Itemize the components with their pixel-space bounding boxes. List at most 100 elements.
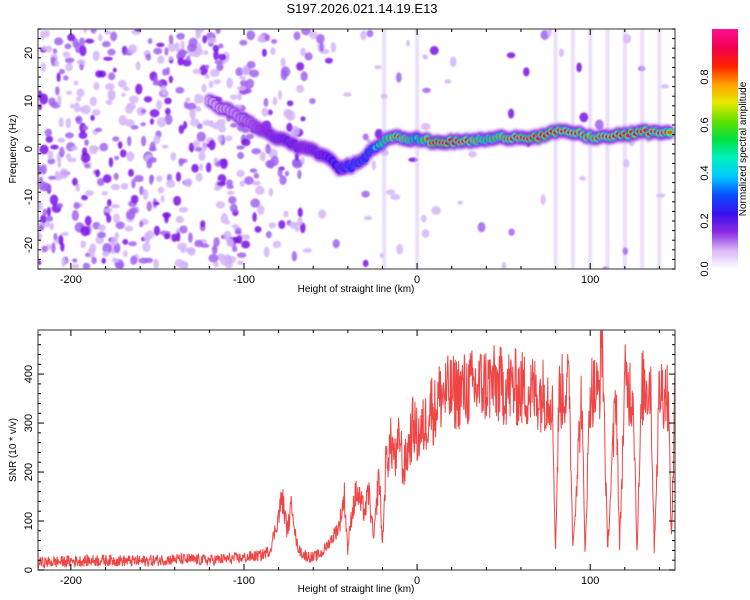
spectrogram-noise-blob (117, 141, 123, 149)
spectrogram-noise-blob (177, 57, 185, 66)
spectrogram-noise-blob (61, 231, 69, 236)
spectrogram-noise-blob (264, 34, 271, 42)
spectrogram-noise-blob (263, 246, 270, 258)
spectrogram-noise-blob (175, 171, 182, 182)
spectrogram-noise-blob (39, 144, 49, 155)
spectrogram-noise-blob (153, 47, 163, 55)
spectrogram-noise-blob (218, 53, 227, 61)
spectrogram-noise-blob (71, 263, 80, 269)
spectrogram-noise-blob (257, 34, 267, 43)
spectrogram-noise-blob (121, 92, 126, 97)
spectrogram-noise-blob (330, 41, 336, 53)
spectrogram-noise-blob (579, 176, 586, 181)
spectrogram-noise-blob (58, 68, 66, 75)
spectrogram-noise-blob (218, 43, 224, 49)
spectrogram-noise-blob (324, 57, 333, 64)
spectrogram-ridge (204, 93, 675, 177)
spectrogram-noise-blob (193, 52, 201, 58)
spectrogram-noise-blob (289, 221, 297, 229)
spectrogram-noise-blob (208, 253, 219, 263)
spectrogram-x-tick-label: 100 (581, 274, 599, 286)
spectrogram-noise-blob (268, 222, 276, 229)
spectrogram-noise-blob (449, 56, 457, 68)
spectrogram-noise-blob (53, 233, 58, 241)
spectrogram-noise-blob (661, 84, 670, 89)
spectrogram-noise-blob (56, 72, 61, 82)
spectrogram-noise-blob (174, 259, 185, 268)
spectrogram-noise-blob (44, 128, 53, 137)
spectrogram-noise-blob (146, 159, 153, 169)
spectrogram-noise-blob (195, 172, 203, 182)
spectrogram-noise-blob (523, 67, 530, 77)
snr-y-tick-label: 300 (23, 414, 35, 432)
spectrogram-noise-blob (142, 242, 151, 253)
spectrogram-noise-blob (178, 158, 184, 166)
spectrogram-noise-blob (47, 158, 56, 165)
spectrogram-noise-blob (46, 206, 51, 217)
spectrogram-noise-blob (130, 255, 138, 265)
spectrogram-noise-blob (157, 55, 165, 64)
spectrogram-noise-blob (187, 246, 196, 256)
spectrogram-noise-blob (153, 225, 161, 236)
spectrogram-noise-blob (43, 30, 50, 38)
spectrogram-plot-area (38, 29, 675, 269)
spectrogram-noise-blob (53, 60, 60, 67)
spectrogram-noise-blob (236, 169, 245, 178)
snr-x-tick-label: 100 (581, 575, 599, 587)
spectrogram-noise-blob (102, 251, 110, 257)
spectrogram-noise-blob (374, 128, 384, 140)
spectrogram-noise-blob (201, 83, 207, 93)
spectrogram-noise-blob (201, 141, 207, 153)
spectrogram-noise-blob (231, 223, 240, 229)
spectrogram-noise-blob (103, 208, 113, 213)
spectrogram-noise-blob (296, 84, 305, 93)
spectrogram-noise-blob (254, 185, 265, 196)
spectrogram-noise-blob (229, 94, 238, 100)
spectrogram-noise-blob (343, 92, 352, 97)
spectrogram-noise-blob (56, 202, 64, 209)
spectrogram-noise-blob (152, 80, 163, 86)
spectrogram-noise-blob (105, 99, 113, 105)
spectrogram-noise-blob (185, 97, 191, 103)
spectrogram-noise-blob (226, 238, 235, 247)
spectrogram-noise-blob (127, 168, 135, 177)
spectrogram-noise-blob (153, 201, 160, 206)
spectrogram-noise-blob (163, 233, 170, 240)
spectrogram-noise-blob (180, 40, 185, 51)
spectrogram-noise-blob (126, 135, 132, 147)
spectrogram-noise-blob (396, 243, 404, 255)
spectrogram-noise-blob (49, 222, 55, 231)
spectrogram-noise-blob (226, 77, 234, 89)
spectrogram-noise-blob (236, 252, 247, 258)
spectrogram-noise-blob (302, 248, 313, 253)
spectrogram-noise-blob (183, 121, 188, 130)
spectrogram-noise-blob (216, 63, 224, 72)
spectrogram-noise-blob (107, 89, 116, 101)
spectrogram-noise-blob (386, 189, 396, 195)
spectrogram-noise-blob (124, 119, 135, 127)
spectrogram-noise-blob (332, 239, 340, 249)
spectrogram-noise-blob (267, 109, 273, 116)
spectrogram-noise-blob (265, 231, 272, 239)
spectrogram-noise-blob (62, 51, 71, 58)
spectrogram-noise-blob (70, 103, 75, 109)
spectrogram-noise-blob (104, 83, 115, 91)
spectrogram-noise-blob (101, 257, 106, 264)
spectrogram-noise-blob (165, 107, 171, 116)
spectrogram-noise-blob (73, 80, 79, 86)
spectrogram-noise-blob (202, 35, 208, 44)
spectrogram-noise-blob (128, 241, 137, 247)
spectrogram-noise-blob (118, 79, 127, 88)
spectrogram-noise-blob (189, 118, 200, 127)
spectrogram-noise-blob (80, 240, 87, 249)
spectrogram-noise-blob (218, 124, 227, 133)
spectrogram-noise-blob (146, 201, 152, 212)
spectrogram-noise-blob (191, 163, 199, 173)
spectrogram-noise-blob (126, 102, 136, 111)
spectrogram-noise-blob (203, 50, 209, 55)
spectrogram-streak (605, 29, 610, 269)
spectrogram-noise-blob (71, 210, 79, 221)
spectrogram-noise-blob (112, 67, 117, 73)
spectrogram-noise-blob (139, 221, 144, 228)
spectrogram-noise-blob (209, 68, 220, 78)
